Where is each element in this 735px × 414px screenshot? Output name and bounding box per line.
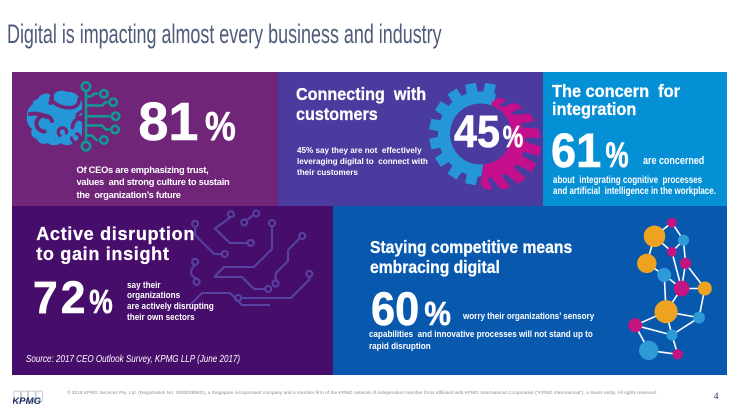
svg-text:KPMG: KPMG [13,396,42,405]
